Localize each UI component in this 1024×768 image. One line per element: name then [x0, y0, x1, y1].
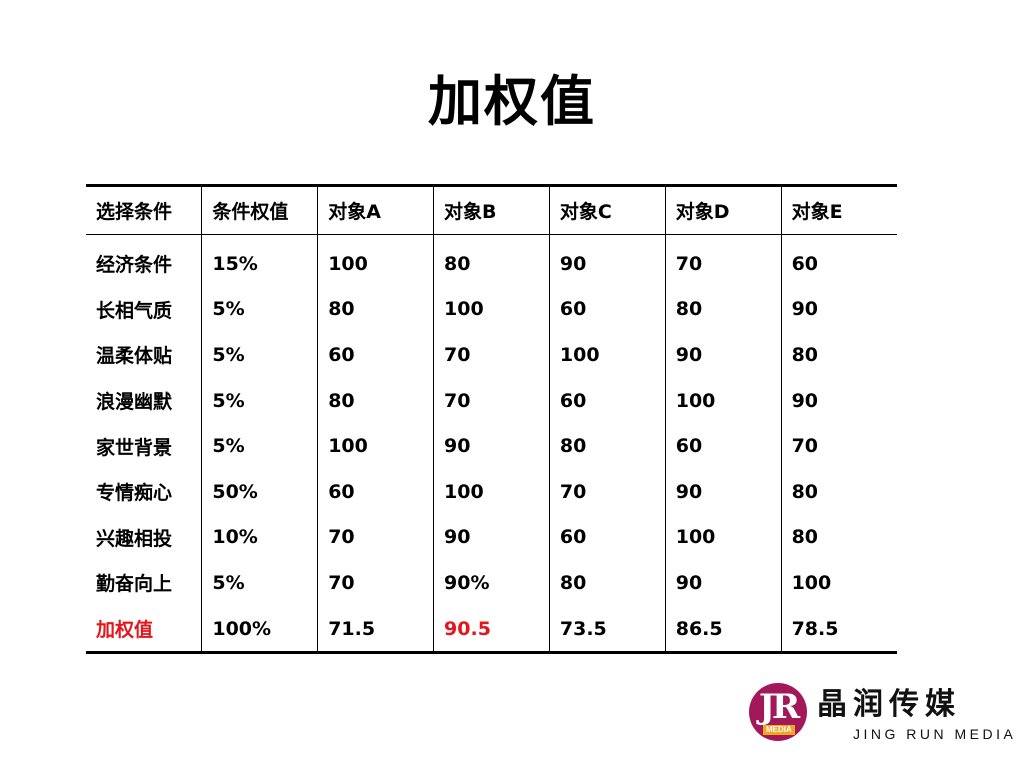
table-row: 经济条件 15% 100 80 90 70 60 — [86, 234, 897, 287]
table-row: 勤奋向上 5% 70 90% 80 90 100 — [86, 560, 897, 606]
table-cell: 5% — [201, 560, 319, 606]
table-cell: 73.5 — [548, 605, 666, 653]
table-cell: 60 — [317, 468, 435, 515]
table-cell: 60 — [664, 423, 782, 469]
table-cell: 80 — [548, 560, 666, 606]
table-cell: 70 — [433, 332, 550, 378]
table-cell: 90 — [780, 286, 897, 333]
table-cell: 长相气质 — [86, 286, 203, 333]
table-cell: 15% — [201, 234, 319, 287]
table-cell: 60 — [548, 377, 666, 424]
logo-mark-sub: MEDIA — [763, 725, 795, 735]
table-cell: 5% — [201, 377, 319, 424]
table-cell: 90 — [664, 560, 782, 606]
table-cell: 100 — [664, 377, 782, 424]
table-row: 专情痴心 50% 60 100 70 90 80 — [86, 468, 897, 515]
table-cell: 80 — [317, 377, 435, 424]
table-cell: 80 — [664, 286, 782, 333]
weighted-score-table: 选择条件 条件权值 对象A 对象B 对象C 对象D 对象E 经济条件 15% 1… — [86, 184, 897, 655]
header-object-b: 对象B — [433, 185, 550, 235]
table-cell: 5% — [201, 286, 319, 333]
table-cell: 100 — [548, 332, 666, 378]
table-cell: 60 — [548, 514, 666, 561]
table-cell: 经济条件 — [86, 234, 203, 287]
table-cell: 80 — [780, 468, 897, 515]
table-cell: 100 — [317, 423, 435, 469]
table-cell: 90 — [664, 468, 782, 515]
table-cell: 70 — [317, 560, 435, 606]
table-cell: 100 — [317, 234, 435, 287]
table-cell: 100 — [433, 468, 550, 515]
table-cell: 兴趣相投 — [86, 514, 203, 561]
table-cell: 90 — [433, 423, 550, 469]
weighted-table-container: 选择条件 条件权值 对象A 对象B 对象C 对象D 对象E 经济条件 15% 1… — [86, 184, 897, 655]
table-cell: 90 — [780, 377, 897, 424]
table-cell: 90 — [433, 514, 550, 561]
header-object-a: 对象A — [317, 185, 435, 235]
table-cell: 80 — [433, 234, 550, 287]
header-object-e: 对象E — [780, 185, 897, 235]
table-cell: 80 — [780, 332, 897, 378]
table-cell: 86.5 — [664, 605, 782, 653]
table-cell: 80 — [780, 514, 897, 561]
table-cell: 浪漫幽默 — [86, 377, 203, 424]
header-weight: 条件权值 — [201, 185, 319, 235]
table-cell: 100% — [201, 605, 319, 653]
table-row: 长相气质 5% 80 100 60 80 90 — [86, 286, 897, 333]
table-cell: 100 — [780, 560, 897, 606]
table-cell: 60 — [780, 234, 897, 287]
table-cell: 78.5 — [780, 605, 897, 653]
table-cell: 70 — [317, 514, 435, 561]
table-row: 兴趣相投 10% 70 90 60 100 80 — [86, 514, 897, 561]
table-cell: 家世背景 — [86, 423, 203, 469]
table-row: 温柔体贴 5% 60 70 100 90 80 — [86, 332, 897, 378]
header-object-c: 对象C — [548, 185, 666, 235]
logo-circle-icon: JR MEDIA — [749, 683, 807, 741]
logo-mark: JR — [758, 687, 800, 727]
header-criteria: 选择条件 — [86, 185, 203, 235]
table-cell: 100 — [433, 286, 550, 333]
table-cell: 70 — [433, 377, 550, 424]
header-object-d: 对象D — [664, 185, 782, 235]
table-cell: 专情痴心 — [86, 468, 203, 515]
table-row: 浪漫幽默 5% 80 70 60 100 90 — [86, 377, 897, 424]
weighted-total-label: 加权值 — [86, 605, 203, 653]
table-cell: 温柔体贴 — [86, 332, 203, 378]
logo-name-chinese: 晶润传媒 — [817, 687, 961, 722]
table-cell: 10% — [201, 514, 319, 561]
table-cell: 90% — [433, 560, 550, 606]
table-cell: 90 — [664, 332, 782, 378]
table-cell: 80 — [548, 423, 666, 469]
table-cell: 80 — [317, 286, 435, 333]
table-cell: 90 — [548, 234, 666, 287]
table-cell: 50% — [201, 468, 319, 515]
weighted-total-row: 加权值 100% 71.5 90.5 73.5 86.5 78.5 — [86, 605, 897, 653]
table-cell: 勤奋向上 — [86, 560, 203, 606]
highest-weighted-value: 90.5 — [433, 605, 550, 653]
table-cell: 5% — [201, 332, 319, 378]
table-cell: 100 — [664, 514, 782, 561]
table-cell: 70 — [664, 234, 782, 287]
table-row: 家世背景 5% 100 90 80 60 70 — [86, 423, 897, 469]
table-cell: 60 — [317, 332, 435, 378]
table-cell: 5% — [201, 423, 319, 469]
table-cell: 60 — [548, 286, 666, 333]
table-header-row: 选择条件 条件权值 对象A 对象B 对象C 对象D 对象E — [86, 185, 897, 235]
logo-name-english: JING RUN MEDIA — [853, 726, 1017, 742]
jing-run-media-logo: JR MEDIA 晶润传媒 JING RUN MEDIA — [749, 681, 1019, 751]
table-cell: 70 — [780, 423, 897, 469]
table-cell: 71.5 — [317, 605, 435, 653]
table-cell: 70 — [548, 468, 666, 515]
slide-title: 加权值 — [428, 70, 596, 133]
